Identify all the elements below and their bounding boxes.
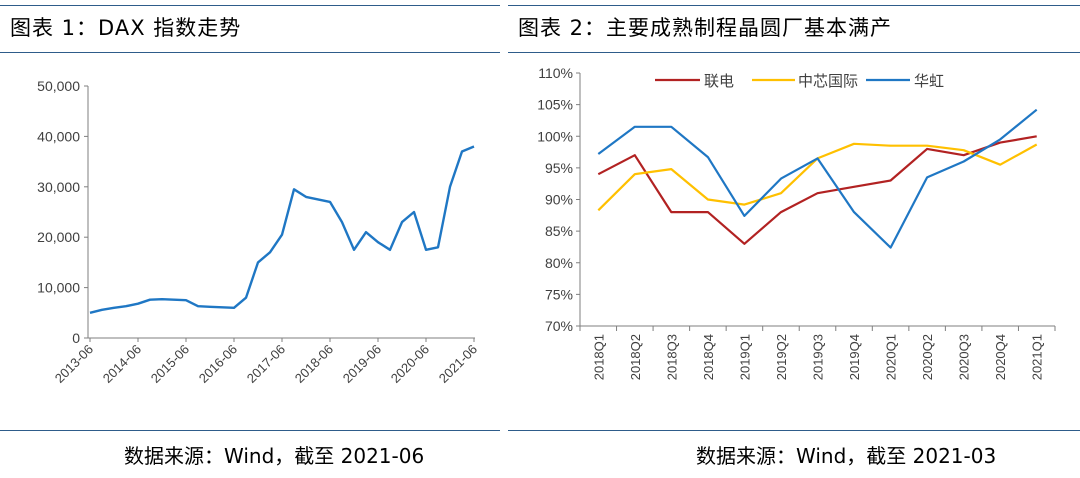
- right-footer-rule: [508, 430, 1080, 431]
- fab-series-line-3: [597, 108, 1038, 249]
- fab-x-tick-label: 2018Q1: [591, 334, 606, 380]
- dax-y-tick-label: 50,000: [37, 78, 80, 94]
- right-source-note: 数据来源：Wind，截至 2021-03: [696, 444, 997, 468]
- fab-x-tick-label: 2020Q4: [993, 334, 1008, 380]
- fab-x-tick-label: 2020Q3: [957, 334, 972, 380]
- right-chart-title: 图表 2：主要成熟制程晶圆厂基本满产: [518, 16, 893, 40]
- fab-x-tick-label: 2020Q2: [920, 334, 935, 380]
- right-header-rule: [508, 5, 1080, 6]
- left-title-rule: [0, 52, 500, 53]
- fab-x-tick-label: 2019Q1: [737, 334, 752, 380]
- fab-x-tick-label: 2018Q3: [664, 334, 679, 380]
- dax-y-tick-label: 0: [72, 330, 80, 346]
- dax-y-tick-label: 10,000: [37, 280, 80, 296]
- fab-y-tick-label: 80%: [545, 255, 573, 271]
- fab-legend-label-2: 中芯国际: [798, 73, 858, 90]
- fab-x-tick-label: 2020Q1: [884, 334, 899, 380]
- dax-y-tick-label: 20,000: [37, 229, 80, 245]
- fab-x-tick-label: 2019Q4: [847, 334, 862, 380]
- dax-y-tick-label: 40,000: [37, 128, 80, 144]
- fab-y-tick-label: 75%: [545, 286, 573, 302]
- fab-y-tick-label: 100%: [537, 128, 573, 144]
- fab-x-tick-label: 2019Q2: [774, 334, 789, 380]
- fab-y-tick-label: 90%: [545, 192, 573, 208]
- dax-y-tick-label: 30,000: [37, 179, 80, 195]
- left-footer-rule: [0, 430, 500, 431]
- right-title-rule: [508, 52, 1080, 53]
- fab-y-tick-label: 85%: [545, 223, 573, 239]
- dax-index-line: [89, 145, 475, 314]
- fab-y-tick-label: 95%: [545, 160, 573, 176]
- fab-x-tick-label: 2018Q2: [628, 334, 643, 380]
- fab-x-tick-label: 2021Q1: [1030, 334, 1045, 380]
- fab-y-tick-label: 105%: [537, 97, 573, 113]
- fab-legend-label-3: 华虹: [914, 73, 944, 90]
- fab-y-tick-label: 110%: [538, 65, 573, 81]
- fab-x-tick-label: 2018Q4: [701, 334, 716, 380]
- fab-series-line-1: [597, 135, 1037, 245]
- left-source-note: 数据来源：Wind，截至 2021-06: [124, 444, 425, 468]
- left-chart-title: 图表 1：DAX 指数走势: [10, 16, 242, 40]
- fab-y-tick-label: 70%: [545, 318, 573, 334]
- left-header-rule: [0, 5, 500, 6]
- fab-legend-label-1: 联电: [704, 73, 734, 90]
- fab-x-tick-label: 2019Q3: [811, 334, 826, 380]
